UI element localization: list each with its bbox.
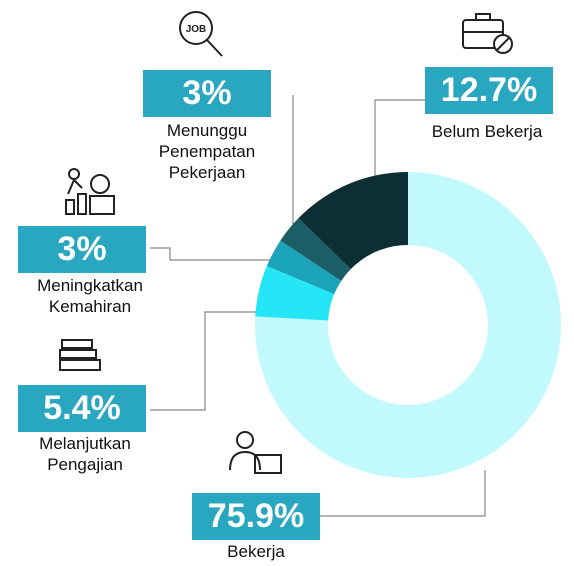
connector bbox=[320, 470, 486, 517]
value-label: 5.4% bbox=[18, 385, 146, 432]
value-label: 75.9% bbox=[192, 493, 320, 540]
value-label: 3% bbox=[18, 226, 146, 273]
svg-text:JOB: JOB bbox=[186, 24, 207, 35]
donut-slice bbox=[266, 240, 342, 295]
category-label: Bekerja bbox=[227, 542, 285, 561]
value-label: 3% bbox=[143, 70, 271, 117]
skill-icon bbox=[65, 168, 115, 215]
category-label: Menunggu Penempatan Pekerjaan bbox=[158, 121, 256, 182]
category-label: Belum Bekerja bbox=[431, 122, 543, 141]
connectors bbox=[150, 95, 486, 517]
icons: JOB bbox=[59, 11, 513, 474]
connector bbox=[150, 247, 272, 261]
value-label: 12.7% bbox=[425, 67, 553, 114]
worker-icon bbox=[229, 431, 282, 474]
connector bbox=[150, 311, 258, 411]
job-icon: JOB bbox=[179, 11, 223, 57]
briefcase-icon bbox=[462, 13, 513, 54]
books-icon bbox=[59, 339, 101, 371]
category-label: Melanjutkan Pengajian bbox=[39, 434, 131, 474]
donut-slice bbox=[298, 172, 408, 270]
category-label: Meningkatkan Kemahiran bbox=[37, 276, 143, 316]
connector bbox=[374, 99, 425, 182]
donut-slice bbox=[255, 266, 335, 321]
donut-slice bbox=[280, 218, 351, 281]
donut-slice bbox=[254, 172, 561, 478]
